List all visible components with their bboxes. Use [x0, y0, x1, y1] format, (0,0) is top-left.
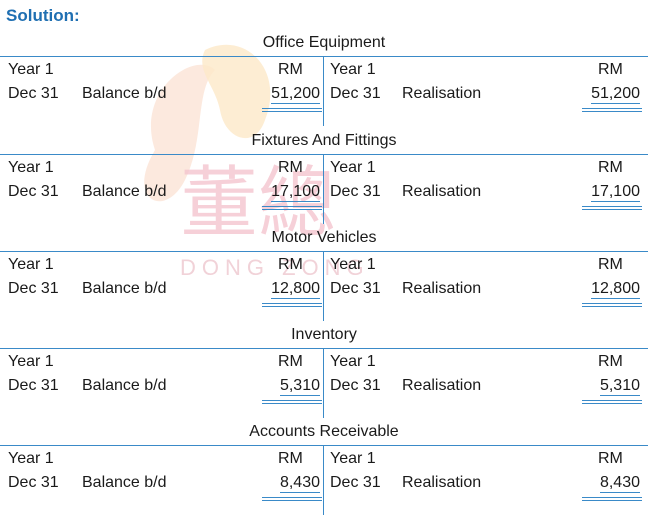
- left-unit: RM: [278, 450, 303, 467]
- right-date: Dec 31: [330, 377, 381, 394]
- left-amount: 12,800: [271, 280, 320, 299]
- right-unit: RM: [598, 450, 623, 467]
- left-double-underline: [262, 206, 322, 210]
- left-description: Balance b/d: [82, 377, 167, 394]
- left-year: Year 1: [8, 450, 54, 467]
- right-year: Year 1: [330, 353, 376, 370]
- left-year: Year 1: [8, 353, 54, 370]
- right-unit: RM: [598, 353, 623, 370]
- left-date: Dec 31: [8, 377, 59, 394]
- right-double-underline: [582, 206, 642, 210]
- right-year: Year 1: [330, 450, 376, 467]
- left-unit: RM: [278, 61, 303, 78]
- right-unit: RM: [598, 256, 623, 273]
- left-date: Dec 31: [8, 474, 59, 491]
- left-date: Dec 31: [8, 85, 59, 102]
- t-account-horizontal-rule: [0, 445, 648, 446]
- left-date: Dec 31: [8, 183, 59, 200]
- right-description: Realisation: [402, 183, 482, 200]
- left-description: Balance b/d: [82, 183, 167, 200]
- right-year: Year 1: [330, 159, 376, 176]
- left-description: Balance b/d: [82, 280, 167, 297]
- t-account-vertical-rule: [323, 251, 324, 321]
- left-year: Year 1: [8, 256, 54, 273]
- right-amount: 51,200: [591, 85, 640, 104]
- ledger-account-office-equipment: Office Equipment Year 1 RM Dec 31 Balanc…: [0, 34, 669, 130]
- t-account-vertical-rule: [323, 154, 324, 224]
- left-amount: 8,430: [279, 474, 320, 493]
- right-description: Realisation: [402, 280, 482, 297]
- account-title: Accounts Receivable: [249, 423, 399, 440]
- right-double-underline: [582, 108, 642, 112]
- t-account-vertical-rule: [323, 445, 324, 515]
- t-account-horizontal-rule: [0, 154, 648, 155]
- left-description: Balance b/d: [82, 85, 167, 102]
- right-amount: 5,310: [599, 377, 640, 396]
- left-amount: 17,100: [271, 183, 320, 202]
- right-double-underline: [582, 497, 642, 501]
- right-amount: 17,100: [591, 183, 640, 202]
- account-title: Fixtures And Fittings: [251, 132, 397, 149]
- right-amount: 12,800: [591, 280, 640, 299]
- left-year: Year 1: [8, 159, 54, 176]
- right-amount: 8,430: [599, 474, 640, 493]
- right-date: Dec 31: [330, 85, 381, 102]
- left-double-underline: [262, 400, 322, 404]
- ledger-account-fixtures-and-fittings: Fixtures And Fittings Year 1 RM Dec 31 B…: [0, 132, 669, 228]
- left-unit: RM: [278, 353, 303, 370]
- account-title: Motor Vehicles: [271, 229, 377, 246]
- right-date: Dec 31: [330, 183, 381, 200]
- t-account-horizontal-rule: [0, 251, 648, 252]
- left-unit: RM: [278, 256, 303, 273]
- left-date: Dec 31: [8, 280, 59, 297]
- account-title: Inventory: [291, 326, 357, 343]
- ledger-account-accounts-receivable: Accounts Receivable Year 1 RM Dec 31 Bal…: [0, 423, 669, 519]
- left-year: Year 1: [8, 61, 54, 78]
- left-description: Balance b/d: [82, 474, 167, 491]
- right-description: Realisation: [402, 85, 482, 102]
- right-year: Year 1: [330, 61, 376, 78]
- t-account-horizontal-rule: [0, 56, 648, 57]
- right-date: Dec 31: [330, 474, 381, 491]
- t-account-vertical-rule: [323, 56, 324, 126]
- left-amount: 5,310: [279, 377, 320, 396]
- right-unit: RM: [598, 61, 623, 78]
- left-unit: RM: [278, 159, 303, 176]
- right-year: Year 1: [330, 256, 376, 273]
- right-description: Realisation: [402, 474, 482, 491]
- left-amount: 51,200: [271, 85, 320, 104]
- solution-heading: Solution:: [6, 6, 80, 25]
- right-double-underline: [582, 400, 642, 404]
- t-account-vertical-rule: [323, 348, 324, 418]
- right-date: Dec 31: [330, 280, 381, 297]
- left-double-underline: [262, 303, 322, 307]
- right-double-underline: [582, 303, 642, 307]
- t-account-horizontal-rule: [0, 348, 648, 349]
- ledger-account-inventory: Inventory Year 1 RM Dec 31 Balance b/d 5…: [0, 326, 669, 422]
- ledger-account-motor-vehicles: Motor Vehicles Year 1 RM Dec 31 Balance …: [0, 229, 669, 325]
- account-title: Office Equipment: [262, 34, 386, 51]
- left-double-underline: [262, 497, 322, 501]
- right-description: Realisation: [402, 377, 482, 394]
- left-double-underline: [262, 108, 322, 112]
- right-unit: RM: [598, 159, 623, 176]
